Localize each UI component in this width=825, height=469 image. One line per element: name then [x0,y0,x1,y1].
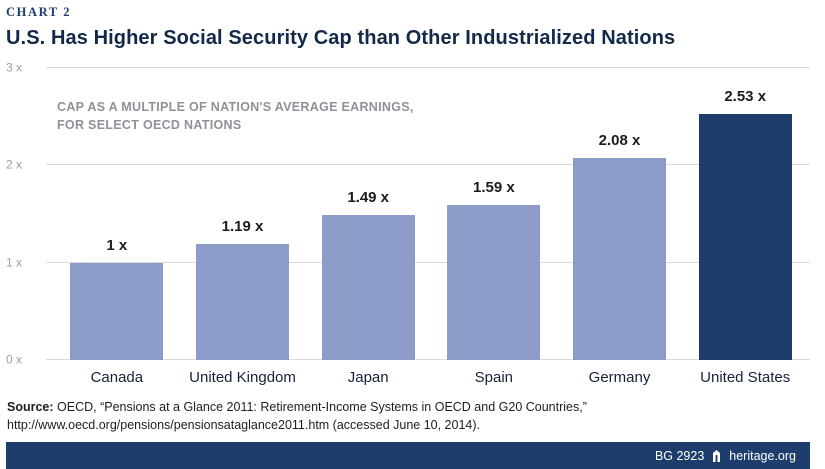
bar-united-states [698,113,792,360]
x-axis-labels: Canada United Kingdom Japan Spain Germany Uni… [46,360,810,386]
x-axis-label: Spain [474,369,514,386]
y-axis-tick-label: 2 x [6,157,23,172]
source-note: Source: OECD, “Pensions at a Glance 2011… [7,399,810,435]
bar-value-label: 2.08 x [598,131,641,149]
y-axis-tick-label: 0 x [6,352,23,367]
bar-column: 2.53 x [682,68,808,360]
y-axis-tick-label: 1 x [6,254,23,269]
heritage-logo-icon [711,449,722,462]
x-axis-label: United States [700,369,791,386]
source-text: OECD, “Pensions at a Glance 2011: Retire… [53,400,587,414]
bar-value-label: 1 x [106,236,128,254]
bar-value-label: 2.53 x [724,87,767,105]
gridline [46,359,810,360]
brand-text: heritage.org [729,448,796,463]
bar-canada [70,262,164,360]
bar-japan [321,214,415,360]
chart-annotation-line2: FOR SELECT OECD NATIONS [57,118,242,133]
bars-container: 1 x 1.19 x 1.49 x 1.59 x 2.08 x 2.53 x [54,68,808,360]
source-label: Source: [7,400,54,414]
chart-kicker: CHART 2 [6,5,72,19]
chart-annotation: CAP AS A MULTIPLE OF NATION'S AVERAGE EA… [57,98,414,134]
bar-column: 1.59 x [431,68,557,360]
x-axis-label: United Kingdom [189,369,296,386]
bar-column: 1.49 x [305,68,431,360]
gridline [46,67,810,68]
source-url: http://www.oecd.org/pensions/pensionsata… [7,417,480,432]
bar-column: 1.19 x [180,68,306,360]
bar-column: 2.08 x [557,68,683,360]
y-axis-tick-label: 3 x [6,60,23,75]
gridline [46,164,810,166]
x-axis-label: Canada [90,369,144,386]
gridline [46,261,810,263]
bar-value-label: 1.19 x [221,218,264,236]
bar-united-kingdom [196,244,289,360]
chart-annotation-line1: CAP AS A MULTIPLE OF NATION'S AVERAGE EA… [57,100,414,114]
bar-value-label: 1.59 x [472,179,515,197]
report-id: BG 2923 [654,448,705,463]
bar-germany [573,157,667,360]
bar-value-label: 1.49 x [347,188,390,206]
x-axis-label: Germany [588,369,651,386]
plot-area: CAP AS A MULTIPLE OF NATION'S AVERAGE EA… [6,60,810,366]
bar-spain [447,205,541,360]
bar-chart: CAP AS A MULTIPLE OF NATION'S AVERAGE EA… [6,60,810,386]
bar-column: 1 x [54,68,180,360]
footer-bar: BG 2923 heritage.org [6,442,810,469]
page-title: U.S. Has Higher Social Security Cap than… [6,27,676,49]
x-axis-label: Japan [347,369,389,386]
